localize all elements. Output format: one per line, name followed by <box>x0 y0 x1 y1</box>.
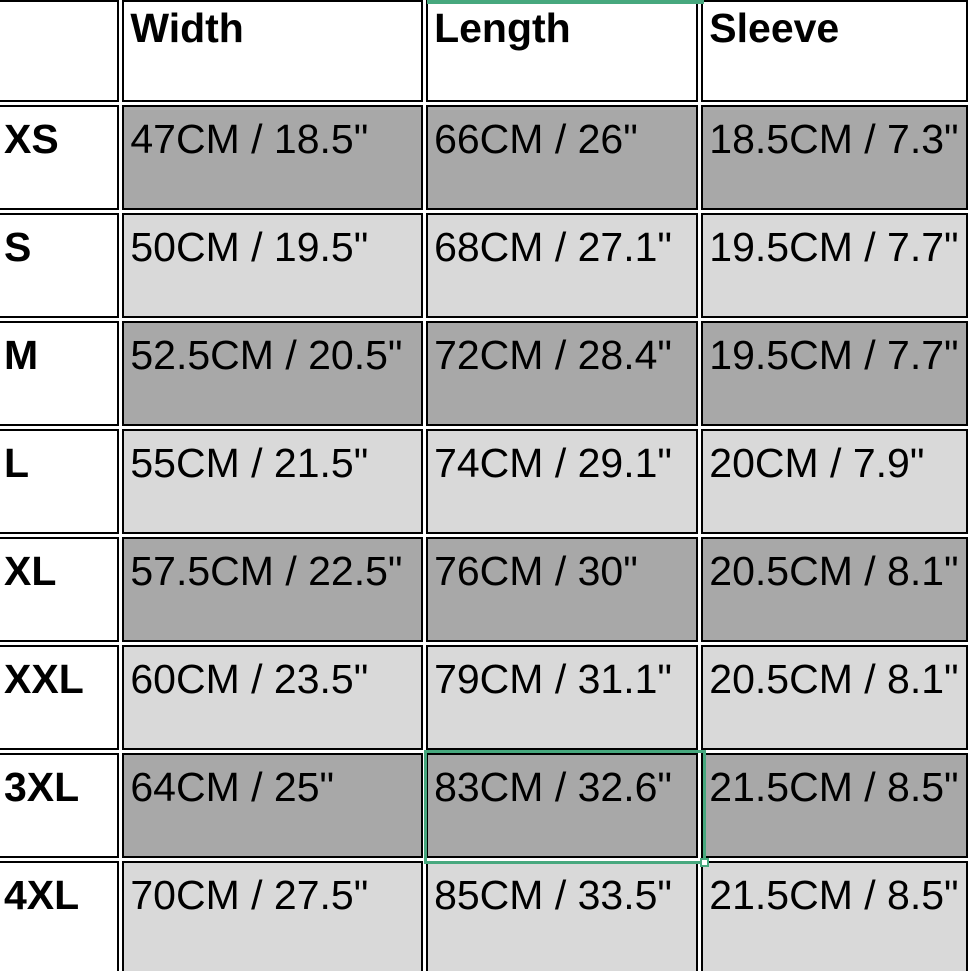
column-header-length[interactable]: Length <box>426 0 699 102</box>
size-label-xxl[interactable]: XXL <box>0 645 120 750</box>
cell-3xl-length selected-cell[interactable]: 83CM / 32.6" <box>426 753 699 858</box>
size-label-4xl[interactable]: 4XL <box>0 861 120 971</box>
cell-m-length[interactable]: 72CM / 28.4" <box>426 321 699 426</box>
cell-3xl-width[interactable]: 64CM / 25" <box>122 753 424 858</box>
table-row-xs: XS 47CM / 18.5" 66CM / 26" 18.5CM / 7.3" <box>0 105 968 210</box>
cell-xl-length[interactable]: 76CM / 30" <box>426 537 699 642</box>
selected-column-indicator <box>427 0 704 4</box>
cell-xl-width[interactable]: 57.5CM / 22.5" <box>122 537 424 642</box>
table-row-m: M 52.5CM / 20.5" 72CM / 28.4" 19.5CM / 7… <box>0 321 968 426</box>
header-row: Width Length Sleeve <box>0 0 968 102</box>
table-row-s: S 50CM / 19.5" 68CM / 27.1" 19.5CM / 7.7… <box>0 213 968 318</box>
table-row-3xl: 3XL 64CM / 25" 83CM / 32.6" 21.5CM / 8.5… <box>0 753 968 858</box>
size-label-xl[interactable]: XL <box>0 537 120 642</box>
cell-xxl-width[interactable]: 60CM / 23.5" <box>122 645 424 750</box>
size-label-s[interactable]: S <box>0 213 120 318</box>
size-label-l[interactable]: L <box>0 429 120 534</box>
cell-s-sleeve[interactable]: 19.5CM / 7.7" <box>701 213 968 318</box>
cell-3xl-sleeve[interactable]: 21.5CM / 8.5" <box>701 753 968 858</box>
cell-xs-length[interactable]: 66CM / 26" <box>426 105 699 210</box>
cell-4xl-width[interactable]: 70CM / 27.5" <box>122 861 424 971</box>
size-label-xs[interactable]: XS <box>0 105 120 210</box>
cell-m-width[interactable]: 52.5CM / 20.5" <box>122 321 424 426</box>
size-label-3xl[interactable]: 3XL <box>0 753 120 858</box>
cell-s-length[interactable]: 68CM / 27.1" <box>426 213 699 318</box>
table-row-l: L 55CM / 21.5" 74CM / 29.1" 20CM / 7.9" <box>0 429 968 534</box>
cell-l-sleeve[interactable]: 20CM / 7.9" <box>701 429 968 534</box>
corner-cell[interactable] <box>0 0 120 102</box>
column-header-width[interactable]: Width <box>122 0 424 102</box>
cell-m-sleeve[interactable]: 19.5CM / 7.7" <box>701 321 968 426</box>
size-label-m[interactable]: M <box>0 321 120 426</box>
table-row-4xl: 4XL 70CM / 27.5" 85CM / 33.5" 21.5CM / 8… <box>0 861 968 971</box>
table-row-xxl: XXL 60CM / 23.5" 79CM / 31.1" 20.5CM / 8… <box>0 645 968 750</box>
cell-xxl-length[interactable]: 79CM / 31.1" <box>426 645 699 750</box>
cell-xxl-sleeve[interactable]: 20.5CM / 8.1" <box>701 645 968 750</box>
column-header-sleeve[interactable]: Sleeve <box>701 0 968 102</box>
cell-xl-sleeve[interactable]: 20.5CM / 8.1" <box>701 537 968 642</box>
cell-xs-width[interactable]: 47CM / 18.5" <box>122 105 424 210</box>
cell-4xl-length[interactable]: 85CM / 33.5" <box>426 861 699 971</box>
cell-l-width[interactable]: 55CM / 21.5" <box>122 429 424 534</box>
cell-4xl-sleeve[interactable]: 21.5CM / 8.5" <box>701 861 968 971</box>
cell-xs-sleeve[interactable]: 18.5CM / 7.3" <box>701 105 968 210</box>
cell-s-width[interactable]: 50CM / 19.5" <box>122 213 424 318</box>
fill-handle[interactable] <box>700 858 709 867</box>
table-row-xl: XL 57.5CM / 22.5" 76CM / 30" 20.5CM / 8.… <box>0 537 968 642</box>
cell-l-length[interactable]: 74CM / 29.1" <box>426 429 699 534</box>
